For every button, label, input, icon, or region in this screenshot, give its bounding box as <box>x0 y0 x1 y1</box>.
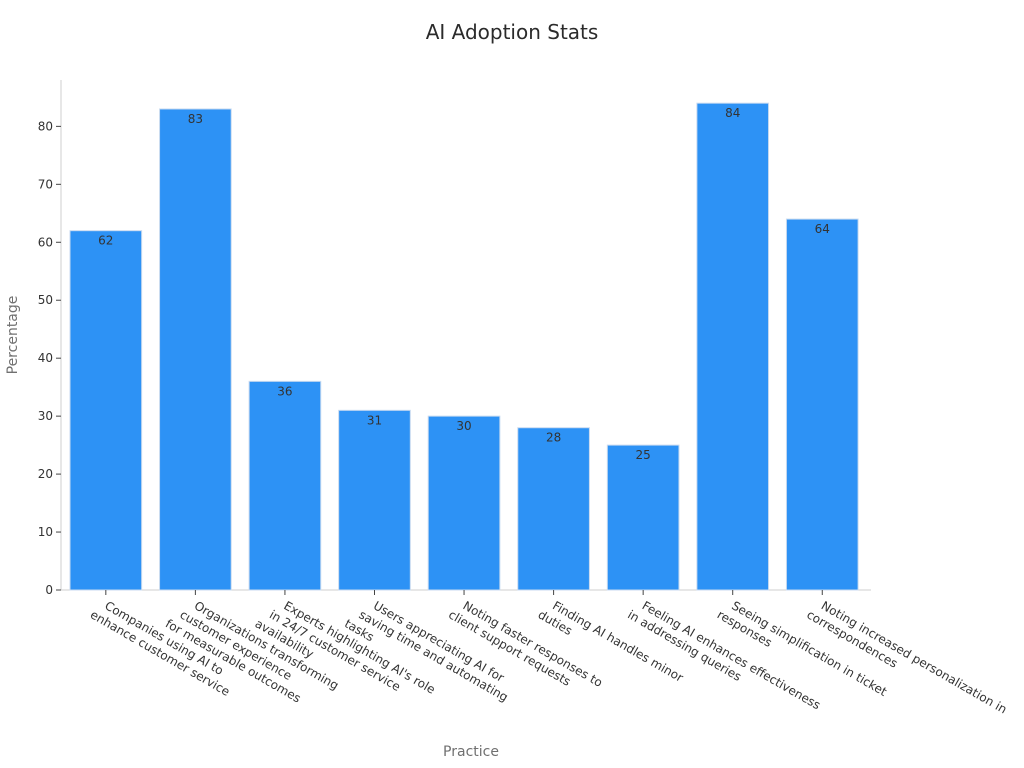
bar[interactable] <box>159 108 232 591</box>
bar[interactable] <box>785 218 859 591</box>
bar-value-label: 84 <box>725 106 740 120</box>
bar[interactable] <box>517 427 590 591</box>
y-tick-label: 10 <box>38 525 53 539</box>
bar-value-label: 25 <box>636 448 651 462</box>
bar-value-label: 28 <box>546 431 561 445</box>
y-tick-label: 30 <box>38 409 53 423</box>
y-tick-label: 40 <box>38 351 53 365</box>
y-tick-label: 0 <box>45 583 53 597</box>
bar-value-label: 31 <box>367 413 382 427</box>
bar[interactable] <box>338 409 411 591</box>
y-axis-label: Percentage <box>5 296 21 375</box>
y-tick-label: 70 <box>38 177 53 191</box>
bar-value-label: 30 <box>456 419 471 433</box>
y-tick-label: 80 <box>38 119 53 133</box>
bar-value-label: 64 <box>815 222 830 236</box>
chart-title: AI Adoption Stats <box>425 20 599 44</box>
bar[interactable] <box>69 230 143 591</box>
bar-value-label: 62 <box>98 234 113 248</box>
bar[interactable] <box>248 380 322 591</box>
y-tick-label: 50 <box>38 293 53 307</box>
bar-value-label: 36 <box>277 384 292 398</box>
bar-value-label: 83 <box>188 112 203 126</box>
y-tick-label: 20 <box>38 467 53 481</box>
bar[interactable] <box>696 102 770 591</box>
bar[interactable] <box>606 444 680 591</box>
bar[interactable] <box>427 415 501 591</box>
x-tick-label: Noting faster responses toclient support… <box>446 594 605 702</box>
x-axis-label: Practice <box>443 744 499 760</box>
y-tick-label: 60 <box>38 235 53 249</box>
